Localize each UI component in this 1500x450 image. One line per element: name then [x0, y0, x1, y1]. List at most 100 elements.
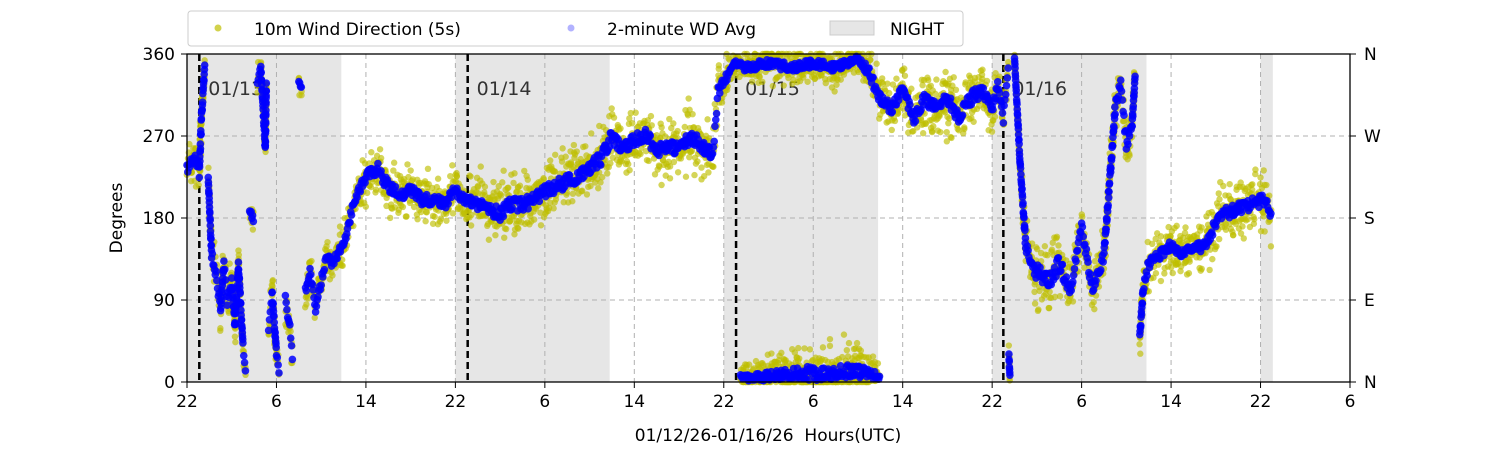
wind-5s-point	[801, 345, 808, 352]
wind-5s-point	[447, 172, 454, 180]
wind-5s-point	[1046, 288, 1053, 295]
wind-5s-point	[1206, 266, 1213, 274]
wind-5s-point	[806, 346, 814, 353]
wind-5s-point	[390, 167, 397, 174]
wind-5s-point	[1222, 226, 1230, 233]
wind-5s-point	[390, 159, 398, 166]
wind-avg-point	[275, 369, 283, 377]
wind-avg-point	[261, 119, 270, 128]
wind-avg-point	[1073, 246, 1082, 255]
wind-avg-point	[1108, 141, 1117, 150]
wind-avg-point	[220, 265, 229, 274]
wind-avg-point	[307, 270, 315, 279]
wind-5s-point	[658, 181, 665, 189]
wind-avg-point	[282, 298, 290, 307]
wind-avg-point	[894, 96, 903, 105]
wind-5s-point	[688, 147, 696, 155]
wind-avg-point	[206, 209, 214, 217]
wind-5s-point	[1215, 190, 1222, 197]
wind-5s-point	[367, 183, 375, 191]
wind-avg-point	[979, 84, 988, 93]
wind-5s-point	[704, 116, 711, 123]
wind-avg-point	[1104, 201, 1112, 209]
wind-5s-point	[759, 78, 766, 86]
wind-5s-point	[205, 164, 212, 171]
wind-5s-point	[1249, 186, 1256, 193]
wind-5s-point	[891, 117, 899, 125]
wind-avg-point	[1110, 124, 1118, 132]
wind-5s-point	[919, 130, 927, 137]
wind-5s-point	[710, 163, 717, 170]
wind-5s-point	[1161, 270, 1168, 277]
wind-avg-point	[1024, 246, 1032, 255]
wind-5s-point	[516, 189, 524, 197]
wind-5s-point	[681, 123, 688, 131]
wind-avg-point	[200, 76, 208, 85]
wind-5s-point	[324, 238, 331, 246]
wind-5s-point	[682, 173, 690, 180]
wind-avg-point	[286, 321, 294, 329]
wind-5s-point	[404, 161, 411, 168]
wind-5s-point	[1031, 288, 1038, 296]
wind-5s-point	[1079, 213, 1086, 221]
wind-5s-point	[1120, 117, 1128, 125]
wind-avg-point	[596, 161, 605, 169]
wind-5s-point	[845, 339, 853, 347]
wind-5s-point	[505, 184, 512, 191]
wind-5s-point	[583, 191, 591, 198]
wind-avg-point	[261, 127, 270, 135]
wind-5s-point	[511, 170, 518, 177]
wind-avg-point	[1005, 350, 1013, 358]
wind-5s-point	[837, 76, 844, 83]
wind-5s-point	[791, 349, 799, 356]
wind-5s-point	[1209, 255, 1216, 263]
wind-5s-point	[449, 162, 456, 169]
wind-5s-point	[1178, 239, 1186, 247]
wind-avg-point	[374, 159, 382, 168]
wind-5s-point	[826, 335, 834, 343]
wind-5s-point	[627, 109, 635, 117]
wind-avg-point	[391, 182, 400, 191]
wind-avg-point	[197, 115, 206, 123]
wind-5s-point	[1250, 220, 1258, 227]
wind-avg-point	[958, 111, 967, 119]
wind-avg-point	[317, 281, 325, 289]
wind-avg-point	[1105, 187, 1113, 196]
wind-avg-point	[269, 299, 278, 308]
wind-5s-point	[269, 277, 277, 284]
wind-5s-point	[936, 112, 943, 120]
wind-5s-point	[648, 122, 655, 129]
wind-avg-point	[261, 137, 270, 145]
wind-avg-point	[1002, 81, 1011, 90]
wind-avg-point	[239, 351, 248, 360]
wind-5s-point	[901, 65, 908, 72]
wind-avg-point	[212, 267, 220, 276]
wind-5s-point	[666, 163, 674, 170]
wind-avg-point	[227, 274, 236, 282]
wind-5s-point	[410, 203, 418, 211]
wind-avg-point	[236, 289, 244, 298]
wind-avg-point	[288, 355, 297, 364]
wind-avg-point	[1004, 64, 1012, 72]
wind-5s-point	[674, 127, 681, 135]
wind-5s-point	[879, 80, 887, 87]
wind-5s-point	[857, 347, 865, 354]
wind-5s-point	[778, 349, 785, 357]
wind-avg-point	[223, 301, 232, 310]
wind-5s-point	[950, 74, 957, 81]
wind-5s-point	[756, 73, 763, 81]
wind-avg-point	[1054, 253, 1063, 262]
wind-5s-point	[467, 173, 474, 180]
wind-5s-point	[1041, 243, 1049, 250]
wind-5s-point	[962, 79, 969, 86]
wind-5s-point	[311, 314, 318, 321]
wind-5s-point	[449, 210, 457, 217]
wind-5s-point	[1249, 181, 1256, 188]
wind-5s-point	[249, 226, 257, 233]
wind-5s-point	[1263, 181, 1270, 189]
wind-avg-point	[1011, 64, 1019, 72]
wind-avg-point	[869, 73, 877, 82]
wind-avg-point	[195, 173, 204, 182]
wind-avg-point	[262, 106, 270, 115]
wind-avg-point	[257, 68, 265, 76]
